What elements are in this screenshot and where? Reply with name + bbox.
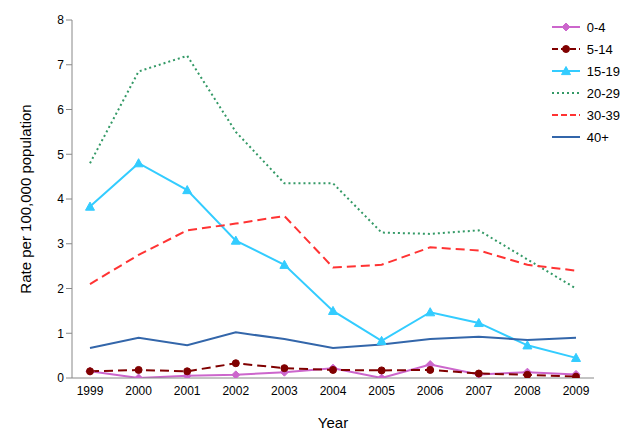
svg-text:2004: 2004 [320, 384, 347, 398]
svg-text:6: 6 [57, 103, 64, 117]
svg-text:5: 5 [57, 148, 64, 162]
svg-text:2006: 2006 [417, 384, 444, 398]
svg-text:0: 0 [57, 371, 64, 385]
svg-text:2001: 2001 [174, 384, 201, 398]
svg-text:7: 7 [57, 58, 64, 72]
svg-text:3: 3 [57, 237, 64, 251]
svg-text:2007: 2007 [465, 384, 492, 398]
html-text:15-19: 15-19 [586, 63, 620, 79]
svg-text:2002: 2002 [222, 384, 249, 398]
html-text:5-14: 5-14 [586, 41, 613, 57]
svg-text:2008: 2008 [514, 384, 541, 398]
svg-text:8: 8 [57, 13, 64, 27]
svg-text:2: 2 [57, 282, 64, 296]
svg-text:Year: Year [318, 414, 348, 431]
svg-text:1: 1 [57, 327, 64, 341]
html-text:0-4: 0-4 [586, 19, 606, 35]
html-text:20-29: 20-29 [586, 85, 620, 101]
svg-text:4: 4 [57, 192, 64, 206]
html-text:30-39: 30-39 [586, 107, 620, 123]
svg-text:2009: 2009 [563, 384, 590, 398]
svg-text:2005: 2005 [368, 384, 395, 398]
svg-text:Rate per 100,000 population: Rate per 100,000 population [17, 104, 34, 293]
svg-text:1999: 1999 [77, 384, 104, 398]
svg-text:2000: 2000 [125, 384, 152, 398]
html-text:40+: 40+ [586, 129, 609, 145]
svg-text:2003: 2003 [271, 384, 298, 398]
